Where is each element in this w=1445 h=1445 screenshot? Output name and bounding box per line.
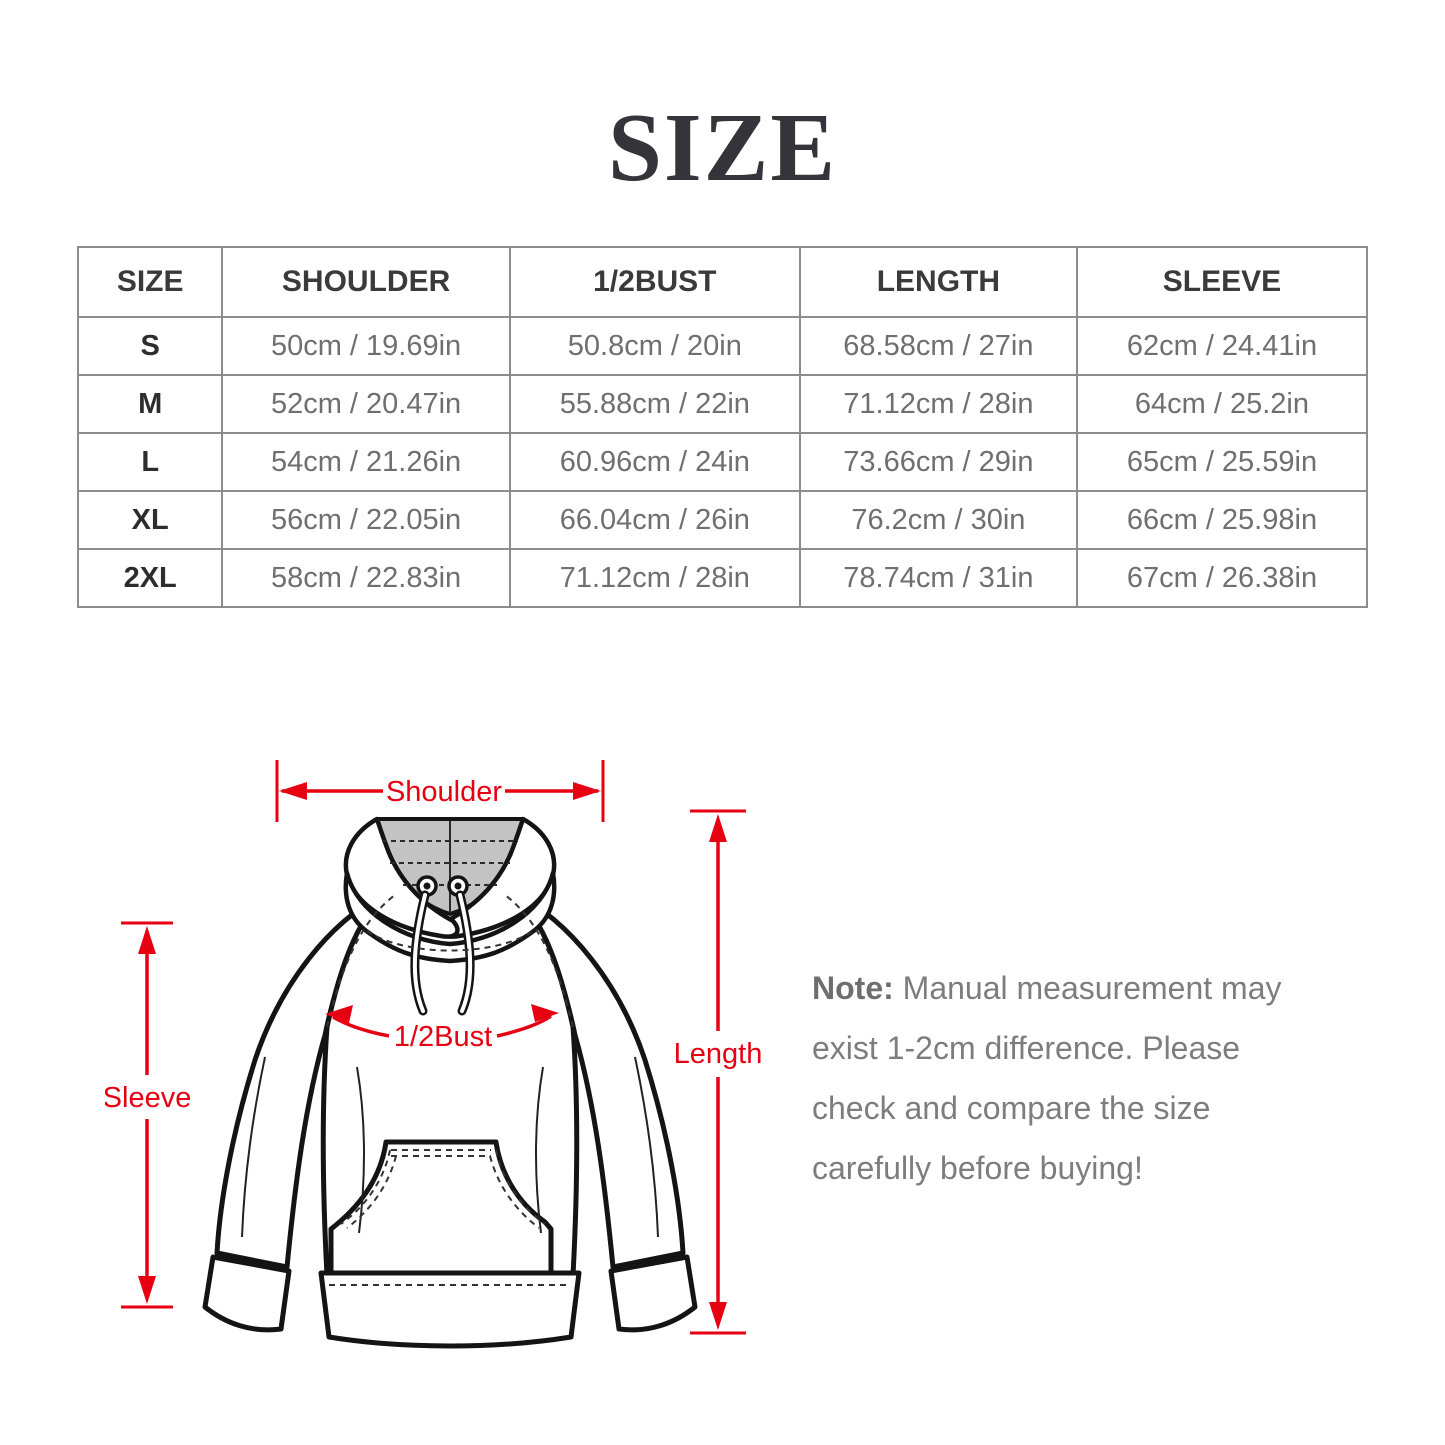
table-row: XL 56cm / 22.05in 66.04cm / 26in 76.2cm …: [76, 490, 1369, 550]
col-header-bust: 1/2BUST: [508, 246, 801, 318]
sleeve-cell: 65cm / 25.59in: [1075, 432, 1369, 492]
sleeve-measure-label: Sleeve: [105, 1082, 191, 1114]
shoulder-cell: 56cm / 22.05in: [221, 490, 511, 550]
length-cell: 76.2cm / 30in: [798, 490, 1078, 550]
col-header-size: SIZE: [76, 246, 224, 318]
size-table: SIZE SHOULDER 1/2BUST LENGTH SLEEVE S 50…: [76, 246, 1369, 608]
stitch-lines: [326, 894, 574, 1286]
hoodie-measurement-diagram: Shoulder 1/2Bust Sleeve Length: [103, 745, 795, 1355]
shoulder-measure-label: Shoulder: [386, 776, 502, 808]
length-cell: 78.74cm / 31in: [798, 548, 1078, 608]
drawstrings: [410, 890, 475, 1016]
shoulder-cell: 54cm / 21.26in: [221, 432, 511, 492]
arrowheads: [138, 782, 727, 1330]
length-cell: 68.58cm / 27in: [798, 316, 1078, 376]
length-measure-label: Length: [674, 1038, 763, 1070]
arrowhead-icon: [138, 1276, 156, 1304]
hem-band: [318, 1270, 582, 1349]
note-text: Note: Manual measurement may exist 1-2cm…: [812, 958, 1292, 1198]
table-header-row: SIZE SHOULDER 1/2BUST LENGTH SLEEVE: [76, 246, 1369, 318]
table-row: S 50cm / 19.69in 50.8cm / 20in 68.58cm /…: [76, 316, 1369, 376]
arrowhead-icon: [709, 814, 727, 842]
note-prefix: Note:: [812, 970, 894, 1006]
bust-cell: 50.8cm / 20in: [508, 316, 801, 376]
size-cell: L: [76, 432, 224, 492]
shoulder-cell: 52cm / 20.47in: [221, 374, 511, 434]
col-header-shoulder: SHOULDER: [221, 246, 511, 318]
arrowhead-icon: [279, 782, 307, 800]
arrowhead-icon: [531, 1004, 559, 1022]
arrowhead-icon: [138, 926, 156, 954]
table-row: M 52cm / 20.47in 55.88cm / 22in 71.12cm …: [76, 374, 1369, 434]
bust-cell: 55.88cm / 22in: [508, 374, 801, 434]
sleeve-cell: 67cm / 26.38in: [1075, 548, 1369, 608]
size-cell: M: [76, 374, 224, 434]
table-row: L 54cm / 21.26in 60.96cm / 24in 73.66cm …: [76, 432, 1369, 492]
left-cuff: [202, 1254, 292, 1333]
note-body: Manual measurement may exist 1-2cm diffe…: [812, 970, 1282, 1186]
length-cell: 73.66cm / 29in: [798, 432, 1078, 492]
col-header-length: LENGTH: [798, 246, 1078, 318]
size-cell: S: [76, 316, 224, 376]
sleeve-cell: 64cm / 25.2in: [1075, 374, 1369, 434]
sleeve-cell: 62cm / 24.41in: [1075, 316, 1369, 376]
bust-cell: 71.12cm / 28in: [508, 548, 801, 608]
shoulder-cell: 58cm / 22.83in: [221, 548, 511, 608]
page-title: SIZE: [607, 94, 838, 201]
bust-arrow-line: [496, 1014, 553, 1038]
sleeve-cell: 66cm / 25.98in: [1075, 490, 1369, 550]
drawstring-eyelets: [416, 875, 469, 897]
bust-cell: 60.96cm / 24in: [508, 432, 801, 492]
hoodie-body-group: [202, 816, 698, 1349]
measurement-arrows: [121, 760, 746, 1335]
right-cuff: [608, 1254, 698, 1333]
bust-cell: 66.04cm / 26in: [508, 490, 801, 550]
length-cell: 71.12cm / 28in: [798, 374, 1078, 434]
bust-measure-label: 1/2Bust: [394, 1021, 492, 1053]
bust-arrow-line: [332, 1015, 390, 1038]
col-header-sleeve: SLEEVE: [1075, 246, 1369, 318]
table-row: 2XL 58cm / 22.83in 71.12cm / 28in 78.74c…: [76, 548, 1369, 608]
hoodie-line-drawing: Shoulder 1/2Bust Sleeve Length: [103, 760, 763, 1349]
arrowhead-icon: [709, 1302, 727, 1330]
size-cell: 2XL: [76, 548, 224, 608]
arrowhead-icon: [573, 782, 601, 800]
kangaroo-pocket: [328, 1139, 554, 1276]
size-cell: XL: [76, 490, 224, 550]
shoulder-cell: 50cm / 19.69in: [221, 316, 511, 376]
arrowhead-icon: [325, 1005, 353, 1023]
